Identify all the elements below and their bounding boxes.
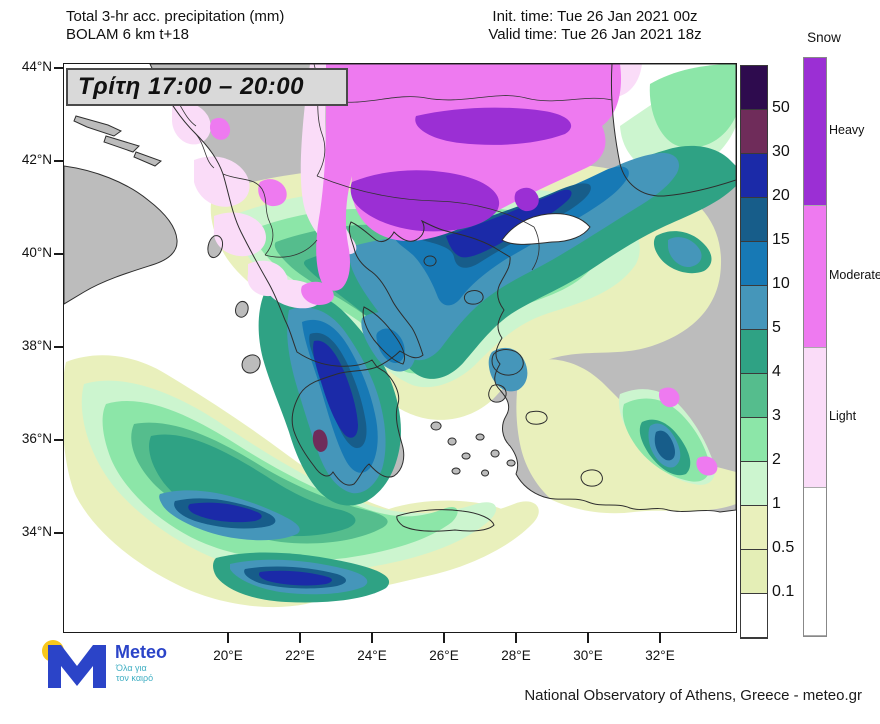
logo-tagline-line2: τον καιρό	[116, 673, 154, 683]
colorbar-segment	[741, 594, 767, 638]
logo-tagline: Όλα για τον καιρό	[116, 663, 153, 683]
colorbar-segment	[741, 66, 767, 110]
lat-label: 38°N	[21, 338, 52, 353]
precip-colorbar	[740, 65, 768, 639]
lon-tick-mark	[227, 632, 229, 643]
colorbar-segment	[741, 418, 767, 462]
lon-label: 30°E	[573, 648, 603, 663]
lat-label: 36°N	[21, 431, 52, 446]
meteo-logo: Meteo Όλα για τον καιρό	[33, 634, 223, 696]
snowbar-segment	[804, 348, 826, 488]
colorbar-segment	[741, 374, 767, 418]
meteo-logo-mark	[42, 640, 106, 688]
lon-label: 24°E	[357, 648, 387, 663]
lon-tick-mark	[587, 632, 589, 643]
snow-colorbar	[803, 57, 827, 637]
time-range-box: Τρίτη 17:00 – 20:00	[66, 68, 348, 106]
lon-tick-mark	[659, 632, 661, 643]
lat-label: 42°N	[21, 152, 52, 167]
lat-tick-mark	[54, 439, 63, 441]
valid-time: Valid time: Tue 26 Jan 2021 18z	[488, 26, 702, 43]
lon-tick-mark	[299, 632, 301, 643]
logo-name: Meteo	[115, 642, 168, 662]
colorbar-segment	[741, 506, 767, 550]
colorbar-segment	[741, 550, 767, 594]
init-time: Init. time: Tue 26 Jan 2021 00z	[492, 8, 698, 25]
time-range-label: Τρίτη 17:00 – 20:00	[78, 73, 304, 100]
lon-label: 32°E	[645, 648, 675, 663]
lat-label: 34°N	[21, 524, 52, 539]
colorbar-segment	[741, 462, 767, 506]
colorbar-segment	[741, 330, 767, 374]
colorbar-segment	[741, 286, 767, 330]
lat-label: 40°N	[21, 245, 52, 260]
lat-label: 44°N	[21, 59, 52, 74]
snow-legend-title: Snow	[807, 30, 841, 45]
lon-label: 22°E	[285, 648, 315, 663]
model-subtitle: BOLAM 6 km t+18	[66, 26, 189, 43]
snow-category-label: Moderate	[829, 268, 880, 282]
lon-tick-mark	[371, 632, 373, 643]
snowbar-segment	[804, 206, 826, 348]
snow-category-label: Light	[829, 409, 857, 423]
colorbar-segment	[741, 198, 767, 242]
logo-m-glyph	[48, 645, 106, 688]
lat-tick-mark	[54, 532, 63, 534]
lon-tick-mark	[443, 632, 445, 643]
lat-tick-mark	[54, 67, 63, 69]
lon-label: 26°E	[429, 648, 459, 663]
snowbar-segment	[804, 58, 826, 206]
attribution: National Observatory of Athens, Greece -…	[524, 687, 862, 704]
snow-category-label: Heavy	[829, 123, 865, 137]
lat-tick-mark	[54, 253, 63, 255]
map-title: Total 3-hr acc. precipitation (mm)	[66, 8, 285, 25]
lat-tick-mark	[54, 346, 63, 348]
lon-label: 28°E	[501, 648, 531, 663]
lat-tick-mark	[54, 160, 63, 162]
colorbar-segment	[741, 110, 767, 154]
lon-tick-mark	[515, 632, 517, 643]
precipitation-map-graphic	[64, 64, 736, 632]
snowbar-segment	[804, 488, 826, 636]
colorbar-segment	[741, 242, 767, 286]
logo-tagline-line1: Όλα για	[116, 663, 147, 673]
map-area: Τρίτη 17:00 – 20:00	[63, 63, 737, 633]
colorbar-segment	[741, 154, 767, 198]
